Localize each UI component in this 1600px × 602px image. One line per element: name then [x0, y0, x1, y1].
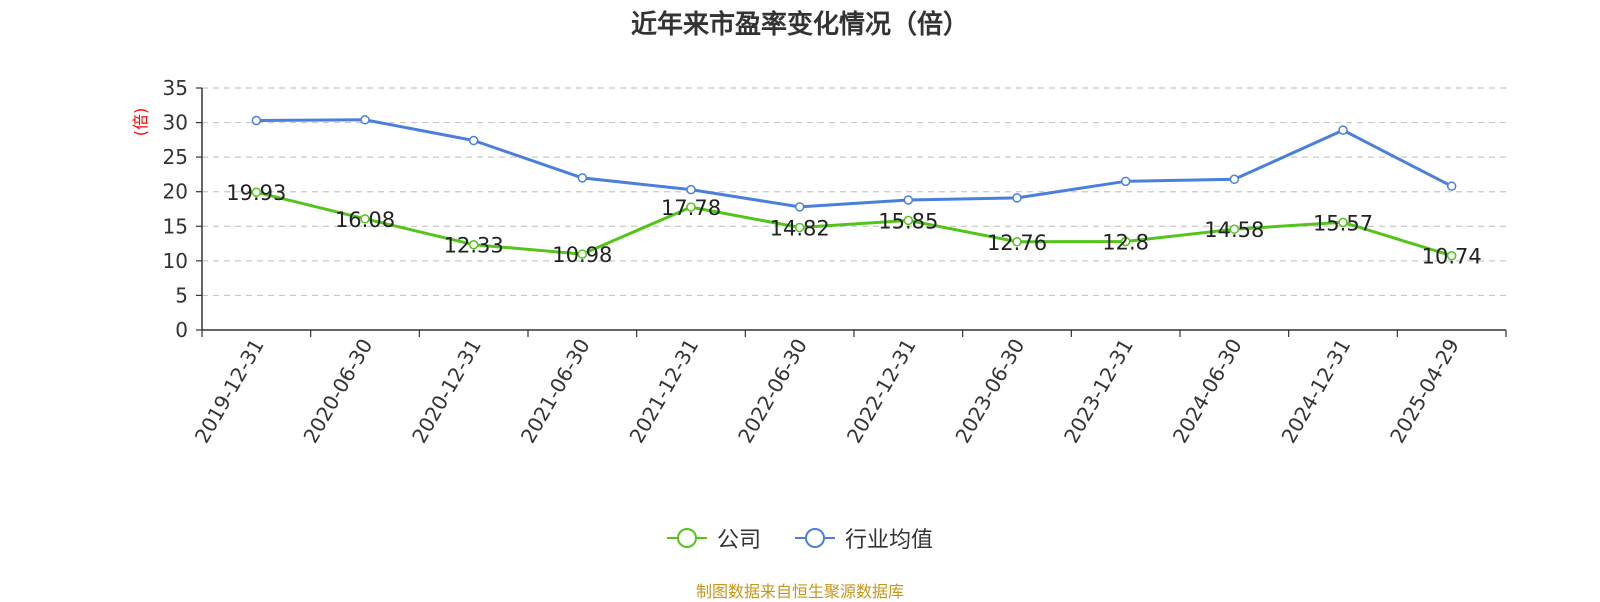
- gridlines: [202, 87, 1506, 297]
- x-tick-label: 2023-12-31: [1059, 335, 1138, 448]
- x-tick-label: 2022-06-30: [733, 335, 812, 448]
- x-tick-label: 2021-06-30: [516, 335, 595, 448]
- x-tick-label: 2019-12-31: [190, 335, 269, 448]
- legend: 公司 行业均值: [0, 522, 1600, 554]
- x-tick-label: 2020-06-30: [298, 335, 377, 448]
- y-tick-label: 15: [163, 214, 188, 238]
- data-point-company: [903, 215, 914, 226]
- data-point-company: [794, 222, 805, 233]
- data-point-industry: [1229, 174, 1240, 185]
- data-point-industry: [577, 173, 588, 183]
- series: [251, 115, 1457, 261]
- data-point-company: [1012, 237, 1022, 247]
- legend-industry-icon: [795, 528, 835, 548]
- data-point-company: [360, 214, 370, 224]
- y-tick-label: 35: [163, 76, 188, 100]
- data-label-company: 12.8: [1102, 230, 1149, 254]
- series-line-industry: [256, 118, 1453, 209]
- y-axis-label: (倍): [131, 108, 150, 137]
- data-point-industry: [1012, 193, 1022, 203]
- data-point-company: [468, 239, 479, 250]
- data-point-industry: [1338, 125, 1348, 135]
- data-point-company: [577, 249, 588, 259]
- data-point-industry: [1120, 176, 1131, 187]
- data-label-company: 14.82: [770, 217, 830, 241]
- y-tick-label: 25: [163, 145, 188, 169]
- data-label-company: 15.57: [1313, 211, 1373, 235]
- chart-title: 近年来市盈率变化情况（倍）: [630, 10, 969, 40]
- data-label-company: 14.58: [1204, 218, 1264, 242]
- x-tick-label: 2020-12-31: [407, 334, 486, 447]
- y-tick-label: 0: [175, 318, 188, 342]
- data-point-industry: [903, 195, 914, 205]
- data-point-industry: [468, 135, 479, 146]
- data-point-company: [1338, 217, 1348, 228]
- x-tick-label: 2025-04-29: [1385, 335, 1464, 448]
- data-label-company: 19.93: [226, 181, 286, 205]
- x-tick-label: 2021-12-31: [624, 335, 703, 448]
- y-tick-label: 30: [163, 111, 188, 135]
- data-label-company: 12.33: [444, 234, 504, 258]
- legend-item-company[interactable]: 公司: [666, 522, 761, 554]
- source-note: 制图数据来自恒生聚源数据库: [695, 582, 904, 601]
- legend-label-company: 公司: [716, 528, 761, 553]
- data-labels: 19.93 16.08 12.33 10.98 17.78 14.82 15.85 12.76…: [226, 181, 1481, 269]
- data-label-company: 12.76: [987, 231, 1047, 255]
- data-label-company: 15.85: [878, 209, 938, 233]
- axes: 0 5 10 15 20 25 30 35 2019-12-31 2020-06-30 2020-1…: [163, 76, 1507, 448]
- x-tick-label: 2024-12-31: [1276, 335, 1355, 448]
- y-tick-label: 20: [163, 180, 188, 204]
- x-tick-label: 2023-06-30: [950, 335, 1029, 448]
- y-tick-label: 10: [163, 249, 188, 273]
- data-point-industry: [794, 202, 805, 212]
- legend-item-industry[interactable]: 行业均值: [795, 522, 933, 554]
- data-label-company: 16.08: [335, 208, 395, 232]
- data-point-company: [1446, 250, 1457, 261]
- data-label-company: 10.74: [1422, 245, 1482, 269]
- data-point-company: [686, 202, 696, 212]
- x-tick-label: 2024-06-30: [1168, 335, 1247, 448]
- data-point-company: [251, 187, 262, 197]
- legend-company-icon: [666, 528, 707, 548]
- data-point-industry: [1446, 181, 1457, 191]
- x-tick-label: 2022-12-31: [842, 334, 921, 447]
- data-point-company: [1229, 224, 1240, 234]
- data-point-industry: [251, 115, 262, 126]
- data-label-company: 10.98: [552, 243, 612, 267]
- data-point-industry: [686, 184, 696, 195]
- data-label-company: 17.78: [661, 196, 721, 220]
- series-line-company: [255, 190, 1453, 258]
- data-point-company: [1120, 236, 1131, 247]
- legend-label-industry: 行业均值: [845, 528, 934, 553]
- y-tick-label: 5: [175, 283, 188, 307]
- data-point-industry: [360, 115, 370, 125]
